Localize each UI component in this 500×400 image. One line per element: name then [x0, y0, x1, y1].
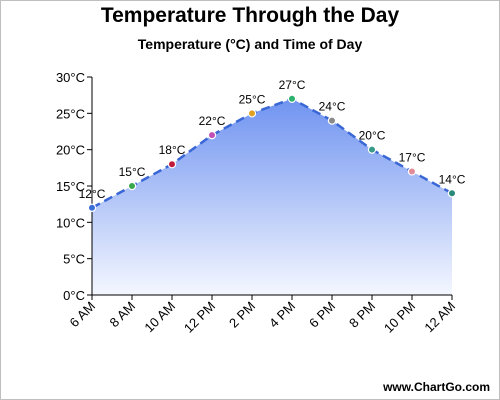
chart-subtitle: Temperature (°C) and Time of Day — [137, 36, 363, 52]
y-tick-label: 15°C — [56, 179, 85, 194]
data-point-marker — [447, 189, 457, 198]
y-tick-label: 20°C — [56, 143, 85, 158]
data-label: 22°C — [199, 114, 226, 128]
data-point-marker — [287, 94, 297, 104]
data-point-marker — [207, 130, 217, 140]
x-tick-label: 8 AM — [107, 299, 139, 331]
data-point-marker — [167, 159, 177, 169]
data-label: 12°C — [79, 187, 106, 201]
data-point-marker — [127, 181, 137, 191]
y-tick-label: 25°C — [56, 106, 85, 121]
data-point-marker — [407, 167, 417, 176]
data-label: 27°C — [279, 78, 306, 92]
x-tick-label: 4 PM — [266, 299, 298, 331]
x-tick-label: 10 PM — [381, 299, 418, 336]
data-label: 24°C — [319, 100, 346, 114]
x-tick-label: 6 PM — [306, 299, 338, 331]
data-point-marker — [327, 116, 337, 125]
data-label: 14°C — [439, 172, 466, 186]
area-fill — [92, 98, 452, 295]
y-tick-label: 5°C — [63, 252, 85, 267]
data-label: 18°C — [159, 143, 186, 157]
watermark: www.ChartGo.com — [383, 380, 490, 394]
data-point-marker — [367, 145, 377, 154]
x-tick-label: 8 PM — [346, 299, 378, 331]
x-tick-label: 6 AM — [67, 299, 99, 331]
chart-title: Temperature Through the Day — [100, 4, 400, 27]
x-tick-label: 2 PM — [226, 299, 258, 331]
x-tick-label: 12 PM — [181, 299, 218, 336]
x-tick-label: 12 AM — [421, 299, 458, 336]
data-label: 25°C — [239, 92, 266, 106]
data-label: 20°C — [359, 129, 386, 143]
x-tick-label: 10 AM — [141, 299, 178, 336]
data-label: 15°C — [119, 165, 146, 179]
data-label: 17°C — [399, 150, 426, 164]
data-point-marker — [247, 109, 257, 118]
data-point-marker — [87, 203, 97, 212]
y-tick-label: 30°C — [56, 70, 85, 85]
y-tick-label: 10°C — [56, 215, 85, 230]
y-tick-label: 0°C — [63, 288, 85, 303]
